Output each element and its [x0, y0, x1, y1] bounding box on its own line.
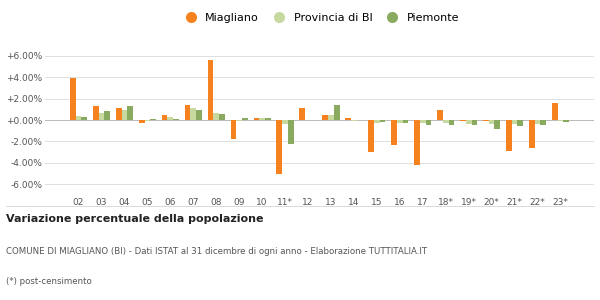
Bar: [76, 116, 82, 120]
Bar: [512, 120, 517, 124]
Bar: [277, 120, 282, 174]
Bar: [403, 120, 409, 123]
Bar: [93, 106, 98, 120]
Bar: [517, 120, 523, 126]
Bar: [541, 120, 546, 125]
Bar: [529, 120, 535, 148]
Bar: [460, 120, 466, 121]
Bar: [414, 120, 420, 165]
Bar: [374, 120, 380, 123]
Bar: [368, 120, 374, 152]
Bar: [265, 118, 271, 120]
Bar: [483, 120, 489, 121]
Bar: [70, 78, 76, 120]
Bar: [563, 120, 569, 122]
Bar: [557, 120, 563, 121]
Bar: [214, 112, 219, 120]
Bar: [116, 108, 122, 120]
Bar: [380, 120, 385, 122]
Bar: [82, 117, 87, 120]
Bar: [346, 118, 351, 120]
Bar: [167, 117, 173, 120]
Bar: [552, 103, 557, 120]
Bar: [139, 120, 145, 123]
Bar: [437, 110, 443, 120]
Bar: [494, 120, 500, 129]
Bar: [466, 120, 472, 124]
Bar: [219, 114, 225, 120]
Bar: [190, 108, 196, 120]
Bar: [185, 105, 190, 120]
Bar: [242, 118, 248, 120]
Bar: [208, 60, 214, 120]
Bar: [449, 120, 454, 125]
Bar: [489, 120, 494, 124]
Text: (*) post-censimento: (*) post-censimento: [6, 278, 92, 286]
Bar: [328, 115, 334, 120]
Bar: [535, 120, 541, 124]
Bar: [150, 119, 156, 120]
Bar: [236, 120, 242, 121]
Bar: [506, 120, 512, 151]
Bar: [122, 110, 127, 120]
Bar: [127, 106, 133, 120]
Bar: [145, 120, 150, 121]
Bar: [288, 120, 293, 144]
Text: COMUNE DI MIAGLIANO (BI) - Dati ISTAT al 31 dicembre di ogni anno - Elaborazione: COMUNE DI MIAGLIANO (BI) - Dati ISTAT al…: [6, 248, 427, 256]
Bar: [98, 112, 104, 120]
Bar: [351, 120, 357, 121]
Bar: [425, 120, 431, 125]
Bar: [472, 120, 477, 125]
Legend: Miagliano, Provincia di BI, Piemonte: Miagliano, Provincia di BI, Piemonte: [175, 9, 464, 27]
Bar: [391, 120, 397, 145]
Text: Variazione percentuale della popolazione: Variazione percentuale della popolazione: [6, 214, 263, 224]
Bar: [196, 110, 202, 120]
Bar: [282, 120, 288, 124]
Bar: [443, 120, 449, 123]
Bar: [420, 120, 425, 123]
Bar: [230, 120, 236, 139]
Bar: [322, 115, 328, 120]
Bar: [259, 118, 265, 120]
Bar: [104, 111, 110, 120]
Bar: [334, 105, 340, 120]
Bar: [299, 108, 305, 120]
Bar: [254, 118, 259, 120]
Bar: [397, 120, 403, 123]
Bar: [173, 119, 179, 120]
Bar: [162, 115, 167, 120]
